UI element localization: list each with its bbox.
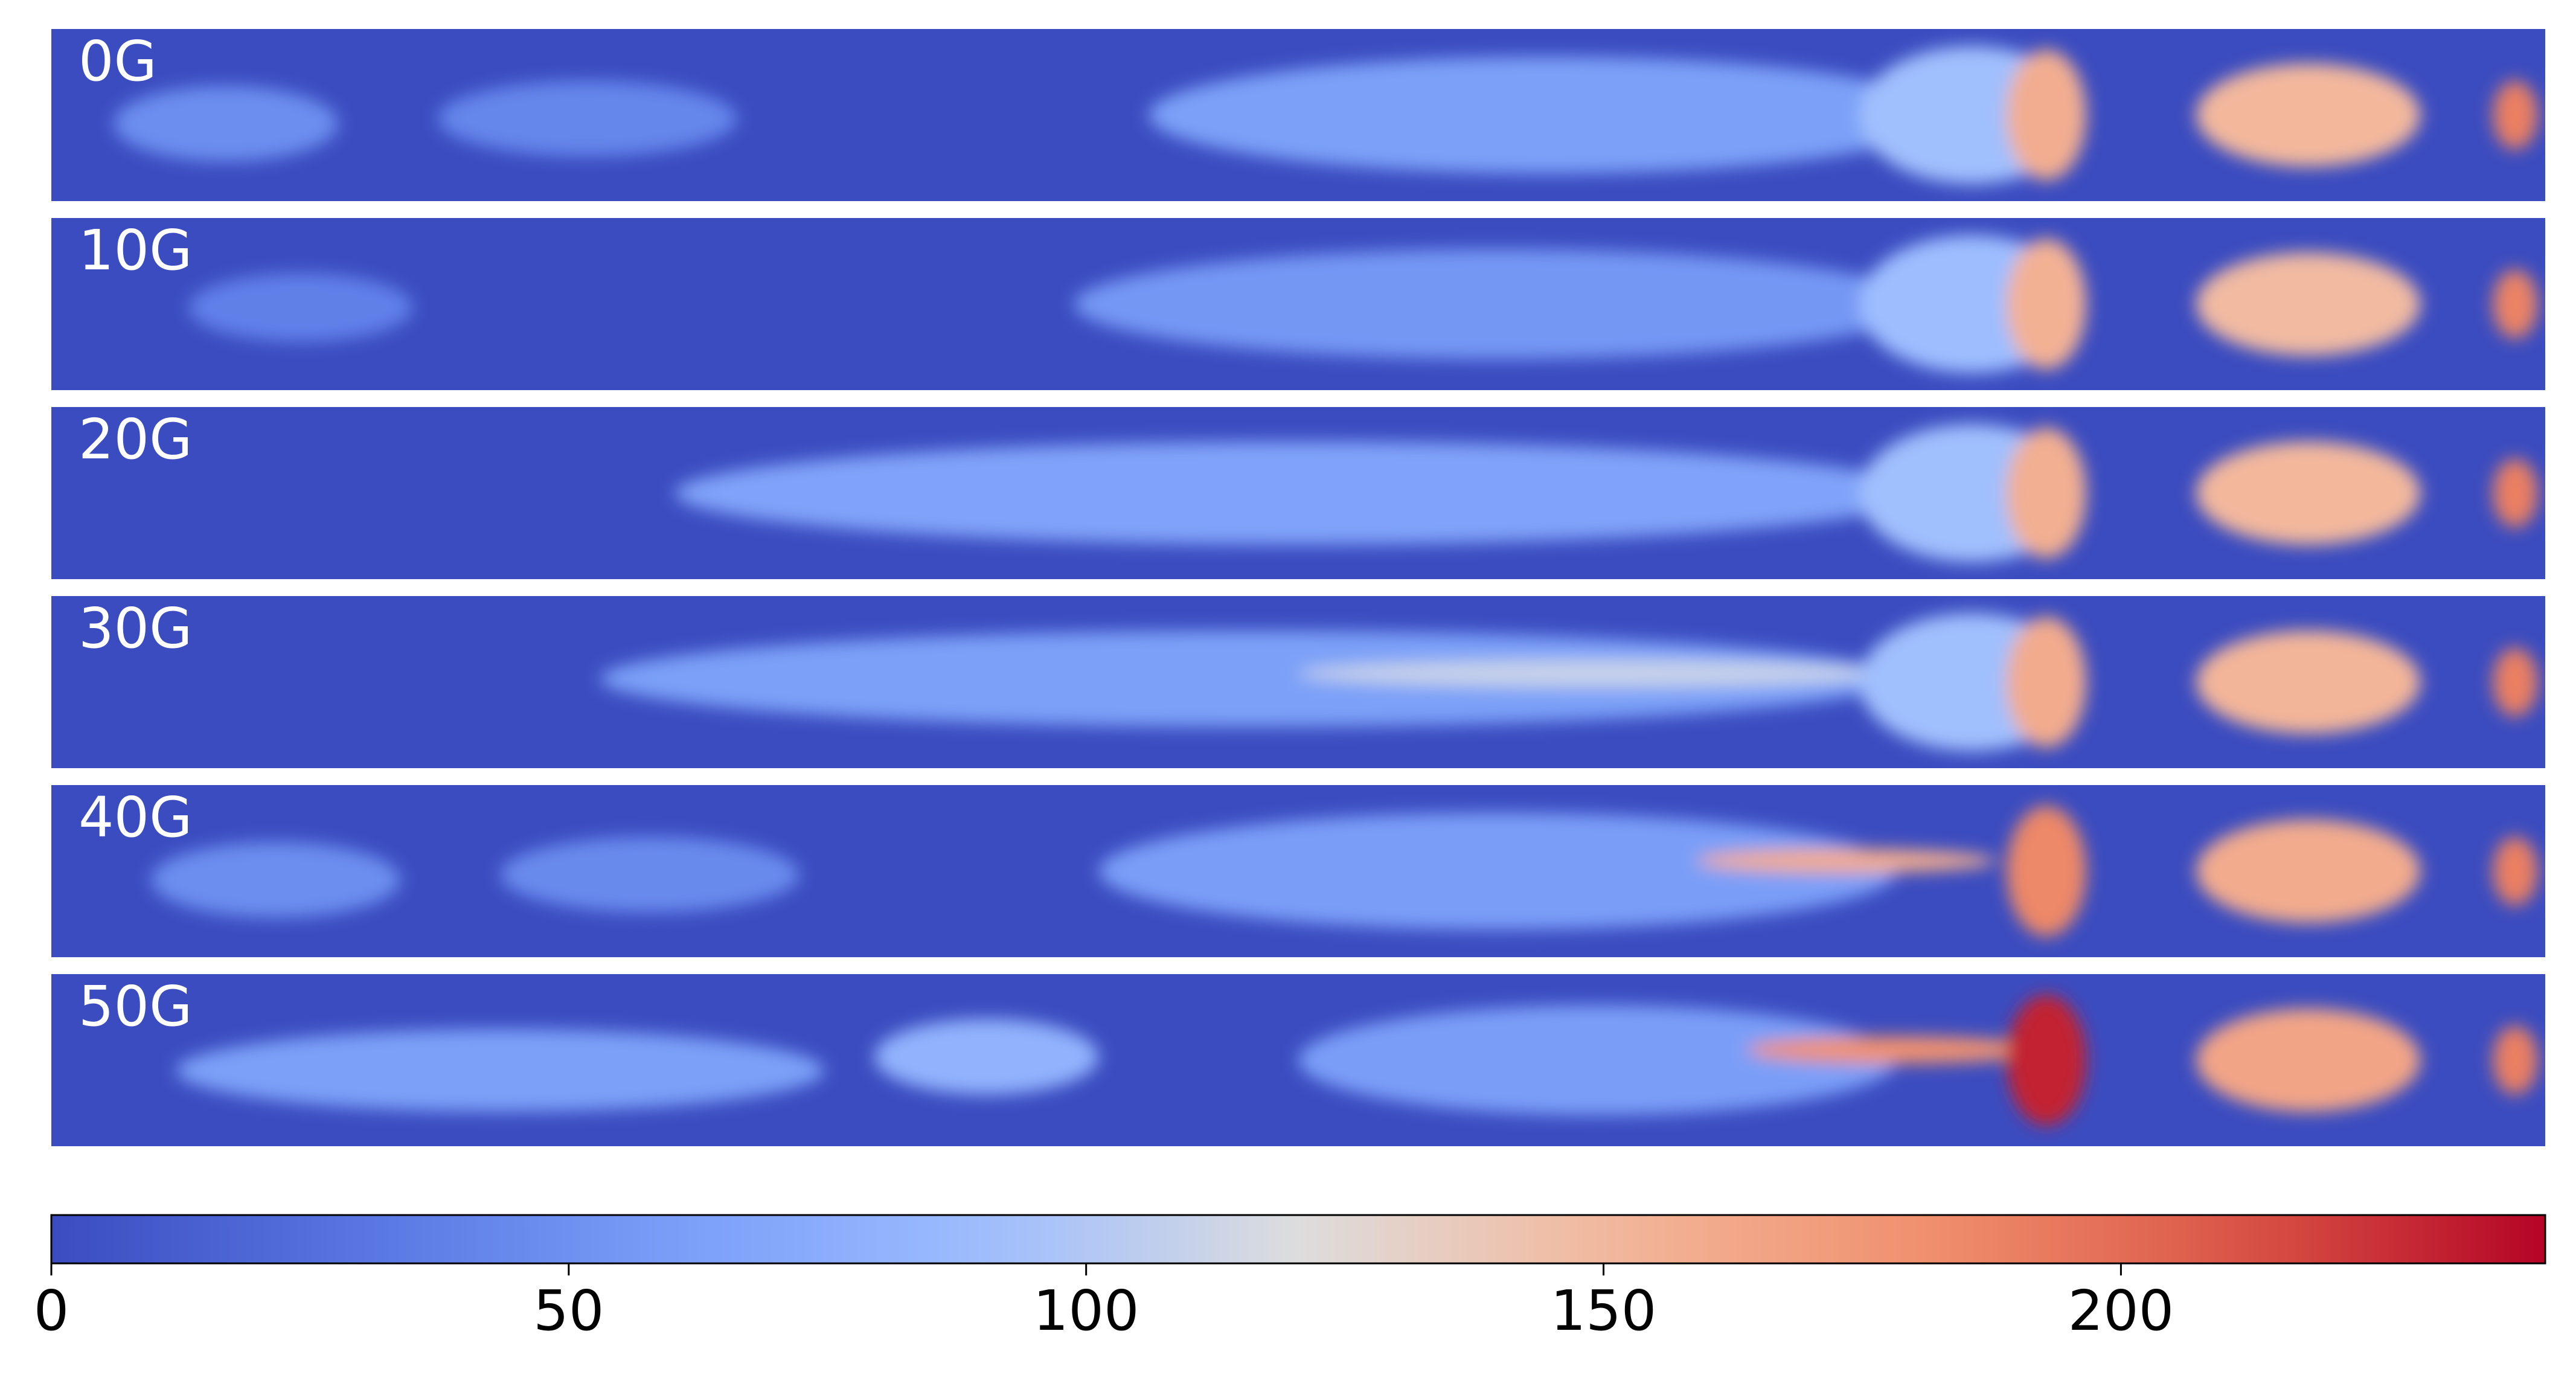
intensity-blob — [1298, 1005, 1897, 1115]
intensity-blob — [188, 273, 413, 342]
intensity-blob — [1098, 812, 1897, 930]
intensity-blob — [500, 836, 799, 912]
intensity-blob — [1298, 659, 1897, 688]
intensity-blob — [114, 86, 338, 162]
intensity-blob — [674, 441, 1922, 545]
colorbar-tick-label: 200 — [2068, 1278, 2174, 1343]
colorbar-tick-label: 100 — [1033, 1278, 1139, 1343]
intensity-blob — [2006, 239, 2087, 370]
heatmap-panels: 0G 10G 20G 30G 40G 50G — [51, 29, 2545, 1146]
panel-label: 30G — [78, 596, 192, 661]
intensity-blob — [2493, 1025, 2538, 1095]
intensity-blob — [176, 1029, 825, 1112]
intensity-blob — [600, 630, 1897, 727]
colorbar: 0 50 100 150 200 — [34, 1214, 2546, 1343]
intensity-blob — [1074, 249, 1922, 359]
intensity-blob — [1747, 1036, 2046, 1064]
heatmap-panel: 20G — [51, 407, 2545, 579]
panel-label: 20G — [78, 407, 192, 472]
intensity-blob — [2006, 428, 2087, 559]
intensity-blob — [2196, 819, 2421, 923]
intensity-blob — [2196, 63, 2421, 167]
colorbar-tick-label: 0 — [34, 1278, 69, 1343]
panel-label: 40G — [78, 785, 192, 850]
intensity-blob — [2006, 806, 2087, 937]
heatmap-panel: 50G — [51, 974, 2545, 1146]
heatmap-panel: 40G — [51, 785, 2545, 957]
intensity-blob — [2006, 617, 2087, 748]
intensity-blob — [2196, 1009, 2421, 1112]
colorbar-tick-label: 150 — [1551, 1278, 1657, 1343]
intensity-blob — [2196, 252, 2421, 356]
panel-label: 0G — [78, 29, 157, 94]
intensity-blob — [2493, 647, 2538, 717]
panel-label: 50G — [78, 974, 192, 1039]
intensity-blob — [2196, 441, 2421, 545]
intensity-blob — [438, 80, 737, 156]
intensity-blob — [2006, 50, 2087, 181]
heatmap-panel: 30G — [51, 596, 2545, 768]
intensity-blob — [2493, 269, 2538, 339]
colorbar-tick-label: 50 — [533, 1278, 604, 1343]
intensity-blob — [1149, 56, 1947, 174]
intensity-blob — [2196, 630, 2421, 734]
heatmap-panel: 10G — [51, 218, 2545, 390]
intensity-blob — [1697, 848, 1997, 873]
heatmap-panel: 0G — [51, 29, 2545, 201]
intensity-blob — [2493, 836, 2538, 906]
intensity-blob — [151, 842, 401, 918]
colorbar-gradient — [50, 1214, 2546, 1265]
intensity-blob — [2493, 458, 2538, 528]
intensity-blob — [2493, 80, 2538, 150]
intensity-blob — [874, 1019, 1099, 1095]
intensity-blob — [2006, 995, 2087, 1126]
panel-label: 10G — [78, 218, 192, 283]
